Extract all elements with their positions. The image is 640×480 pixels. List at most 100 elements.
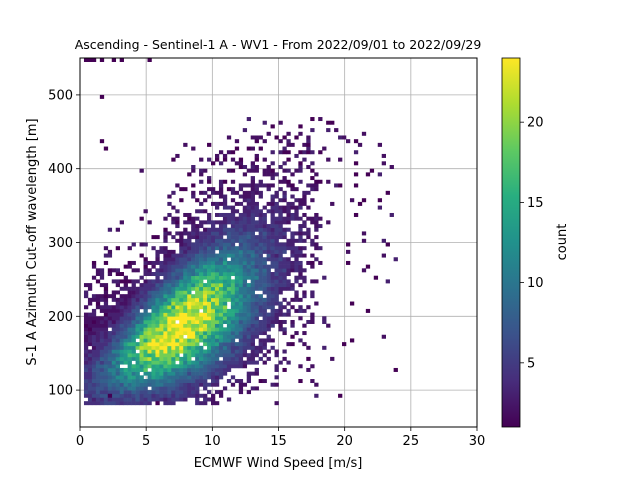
histogram-cell [230,205,236,210]
histogram-cell [159,345,164,350]
histogram-cell [326,179,331,184]
histogram-cell [199,367,204,372]
histogram-cell [175,286,180,291]
histogram-cell [214,294,220,299]
histogram-cell [377,198,383,203]
histogram-cell [175,353,180,358]
histogram-cell [211,272,216,277]
histogram-cell [95,382,101,387]
histogram-cell [195,386,200,391]
histogram-cell [274,349,279,354]
histogram-cell [163,286,168,291]
histogram-cell [143,327,148,332]
histogram-cell [151,364,156,369]
histogram-cell [262,212,267,217]
histogram-cell [191,349,196,354]
histogram-cell [183,260,188,265]
histogram-cell [262,139,267,144]
histogram-cell [282,198,287,203]
histogram-cell [258,286,263,291]
histogram-cell [83,331,89,336]
histogram-cell [199,379,204,384]
histogram-cell [95,393,101,398]
histogram-cell [365,308,371,313]
histogram-cell [274,201,279,206]
histogram-cell [95,316,101,321]
histogram-cell [103,367,109,372]
histogram-cell [131,316,136,321]
histogram-cell [266,305,271,310]
histogram-cell [95,294,101,299]
histogram-cell [203,331,208,336]
histogram-cell [187,301,192,306]
histogram-cell [258,294,263,299]
histogram-cell [115,283,120,288]
histogram-cell [83,382,89,387]
histogram-cell [87,316,93,321]
histogram-cell [222,227,228,232]
histogram-cell [234,349,240,354]
histogram-cell [167,360,172,365]
histogram-cell [222,342,228,347]
histogram-cell [266,242,271,247]
histogram-cell [222,364,228,369]
histogram-cell [91,375,97,380]
histogram-cell [123,356,128,361]
histogram-cell [234,290,240,295]
histogram-cell [187,323,192,328]
histogram-cell [167,379,172,384]
histogram-cell [270,338,275,343]
histogram-cell [246,209,252,214]
histogram-cell [270,283,275,288]
histogram-cell [246,360,252,365]
histogram-cell [310,294,315,299]
histogram-cell [211,268,216,273]
histogram-cell [250,308,255,313]
histogram-cell [246,168,252,173]
histogram-cell [266,201,271,206]
histogram-cell [270,249,275,254]
histogram-cell [306,345,311,350]
histogram-cell [87,349,93,354]
histogram-cell [163,260,168,265]
histogram-cell [187,272,192,277]
histogram-cell [179,390,184,395]
histogram-cell [179,360,184,365]
histogram-cell [139,379,144,384]
histogram-cell [195,260,200,265]
histogram-cell [199,353,204,358]
histogram-cell [199,257,204,262]
histogram-cell [230,235,236,240]
histogram-cell [238,301,244,306]
histogram-cell [139,338,144,343]
histogram-cell [199,172,204,177]
histogram-cell [246,272,252,277]
histogram-cell [250,249,255,254]
histogram-cell [218,367,224,372]
histogram-cell [151,272,156,277]
histogram-cell [119,331,124,336]
histogram-cell [274,353,279,358]
histogram-cell [91,345,97,350]
histogram-cell [218,390,224,395]
histogram-cell [310,150,315,155]
histogram-cell [87,382,93,387]
histogram-cell [195,397,200,402]
histogram-cell [211,187,216,192]
histogram-cell [171,323,176,328]
histogram-cell [218,220,224,225]
histogram-cell [290,201,295,206]
histogram-cell [119,401,124,406]
histogram-cell [103,371,109,376]
histogram-cell [119,272,124,277]
histogram-cell [278,360,283,365]
histogram-cell [131,364,136,369]
histogram-cell [203,342,208,347]
histogram-cell [135,364,140,369]
histogram-cell [187,319,192,324]
histogram-cell [310,161,315,166]
histogram-cell [91,386,97,391]
histogram-cell [191,371,196,376]
histogram-cell [314,179,319,184]
